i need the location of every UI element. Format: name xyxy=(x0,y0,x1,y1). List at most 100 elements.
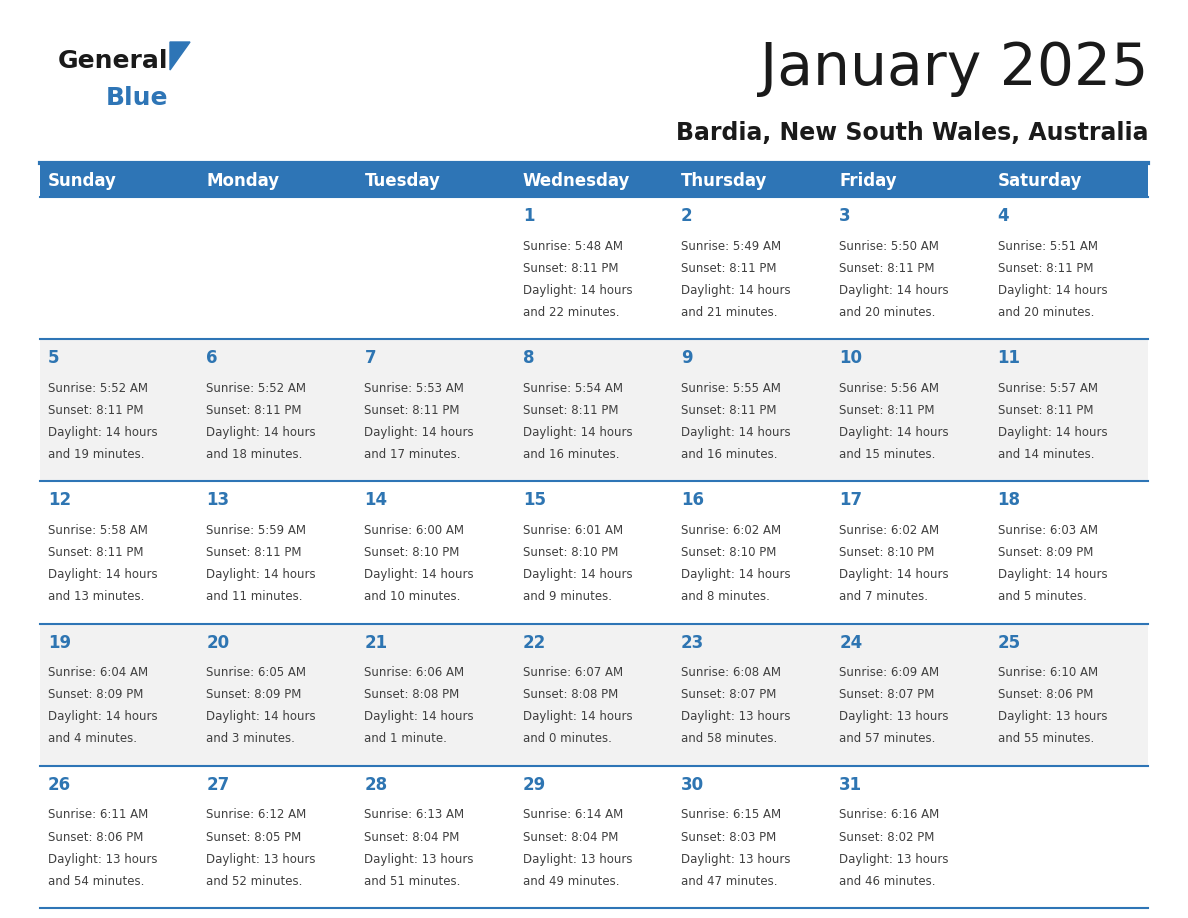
Bar xyxy=(832,197,990,339)
Bar xyxy=(674,339,832,481)
Text: Thursday: Thursday xyxy=(681,172,767,190)
Text: and 57 minutes.: and 57 minutes. xyxy=(840,733,936,745)
Text: Daylight: 14 hours: Daylight: 14 hours xyxy=(48,426,158,439)
Bar xyxy=(990,197,1148,339)
Text: Sunrise: 5:48 AM: Sunrise: 5:48 AM xyxy=(523,240,623,252)
Bar xyxy=(198,197,356,339)
Bar xyxy=(990,481,1148,623)
Text: 12: 12 xyxy=(48,491,71,509)
Bar xyxy=(514,197,674,339)
Text: and 21 minutes.: and 21 minutes. xyxy=(681,306,778,319)
Text: Daylight: 14 hours: Daylight: 14 hours xyxy=(840,284,949,297)
Bar xyxy=(990,339,1148,481)
Text: Sunrise: 6:04 AM: Sunrise: 6:04 AM xyxy=(48,666,148,679)
Bar xyxy=(198,481,356,623)
Text: Tuesday: Tuesday xyxy=(365,172,441,190)
Text: Daylight: 13 hours: Daylight: 13 hours xyxy=(681,711,790,723)
Text: Sunset: 8:11 PM: Sunset: 8:11 PM xyxy=(840,404,935,417)
Text: Daylight: 14 hours: Daylight: 14 hours xyxy=(523,711,632,723)
Text: Sunset: 8:07 PM: Sunset: 8:07 PM xyxy=(840,688,935,701)
Text: Sunrise: 5:57 AM: Sunrise: 5:57 AM xyxy=(998,382,1098,395)
Text: Sunrise: 6:05 AM: Sunrise: 6:05 AM xyxy=(207,666,307,679)
Text: Sunset: 8:11 PM: Sunset: 8:11 PM xyxy=(840,262,935,274)
Bar xyxy=(832,165,990,197)
Text: Sunrise: 6:16 AM: Sunrise: 6:16 AM xyxy=(840,809,940,822)
Text: Wednesday: Wednesday xyxy=(523,172,630,190)
Text: and 9 minutes.: and 9 minutes. xyxy=(523,590,612,603)
Text: Sunrise: 6:03 AM: Sunrise: 6:03 AM xyxy=(998,524,1098,537)
Bar xyxy=(832,339,990,481)
Text: and 49 minutes.: and 49 minutes. xyxy=(523,875,619,888)
Text: Friday: Friday xyxy=(840,172,897,190)
Text: 25: 25 xyxy=(998,633,1020,652)
Text: Sunrise: 5:51 AM: Sunrise: 5:51 AM xyxy=(998,240,1098,252)
Text: 30: 30 xyxy=(681,776,704,794)
Text: and 8 minutes.: and 8 minutes. xyxy=(681,590,770,603)
Bar xyxy=(990,766,1148,908)
Text: 22: 22 xyxy=(523,633,546,652)
Bar xyxy=(198,165,356,197)
Text: Daylight: 14 hours: Daylight: 14 hours xyxy=(48,711,158,723)
Text: and 17 minutes.: and 17 minutes. xyxy=(365,448,461,461)
Bar xyxy=(674,766,832,908)
Text: and 15 minutes.: and 15 minutes. xyxy=(840,448,936,461)
Text: Sunday: Sunday xyxy=(48,172,116,190)
Bar xyxy=(40,165,198,197)
Text: Daylight: 14 hours: Daylight: 14 hours xyxy=(207,568,316,581)
Bar xyxy=(514,165,674,197)
Text: Sunset: 8:09 PM: Sunset: 8:09 PM xyxy=(48,688,144,701)
Text: 27: 27 xyxy=(207,776,229,794)
Text: Sunset: 8:08 PM: Sunset: 8:08 PM xyxy=(365,688,460,701)
Text: Sunrise: 5:52 AM: Sunrise: 5:52 AM xyxy=(207,382,307,395)
Bar xyxy=(356,197,514,339)
Polygon shape xyxy=(170,42,190,70)
Text: Sunset: 8:05 PM: Sunset: 8:05 PM xyxy=(207,831,302,844)
Text: Sunrise: 5:54 AM: Sunrise: 5:54 AM xyxy=(523,382,623,395)
Text: and 16 minutes.: and 16 minutes. xyxy=(681,448,778,461)
Text: Sunrise: 6:06 AM: Sunrise: 6:06 AM xyxy=(365,666,465,679)
Text: Daylight: 14 hours: Daylight: 14 hours xyxy=(207,426,316,439)
Text: 6: 6 xyxy=(207,349,217,367)
Text: Sunset: 8:11 PM: Sunset: 8:11 PM xyxy=(523,404,618,417)
Text: Sunrise: 6:02 AM: Sunrise: 6:02 AM xyxy=(681,524,782,537)
Text: and 54 minutes.: and 54 minutes. xyxy=(48,875,144,888)
Text: Sunrise: 6:11 AM: Sunrise: 6:11 AM xyxy=(48,809,148,822)
Text: and 18 minutes.: and 18 minutes. xyxy=(207,448,303,461)
Text: Sunset: 8:11 PM: Sunset: 8:11 PM xyxy=(681,262,777,274)
Text: Daylight: 14 hours: Daylight: 14 hours xyxy=(207,711,316,723)
Text: and 46 minutes.: and 46 minutes. xyxy=(840,875,936,888)
Text: Daylight: 14 hours: Daylight: 14 hours xyxy=(365,426,474,439)
Text: Daylight: 14 hours: Daylight: 14 hours xyxy=(681,426,791,439)
Text: and 11 minutes.: and 11 minutes. xyxy=(207,590,303,603)
Text: Daylight: 14 hours: Daylight: 14 hours xyxy=(840,426,949,439)
Text: Sunrise: 5:52 AM: Sunrise: 5:52 AM xyxy=(48,382,148,395)
Bar xyxy=(40,623,198,766)
Text: Daylight: 14 hours: Daylight: 14 hours xyxy=(998,284,1107,297)
Bar xyxy=(356,623,514,766)
Text: Daylight: 14 hours: Daylight: 14 hours xyxy=(998,568,1107,581)
Text: 13: 13 xyxy=(207,491,229,509)
Text: 10: 10 xyxy=(840,349,862,367)
Text: Sunrise: 5:59 AM: Sunrise: 5:59 AM xyxy=(207,524,307,537)
Text: Daylight: 14 hours: Daylight: 14 hours xyxy=(48,568,158,581)
Text: Sunrise: 6:07 AM: Sunrise: 6:07 AM xyxy=(523,666,623,679)
Text: Daylight: 13 hours: Daylight: 13 hours xyxy=(840,711,949,723)
Text: Sunset: 8:10 PM: Sunset: 8:10 PM xyxy=(365,546,460,559)
Text: and 5 minutes.: and 5 minutes. xyxy=(998,590,1087,603)
Text: Sunrise: 6:10 AM: Sunrise: 6:10 AM xyxy=(998,666,1098,679)
Text: Sunset: 8:04 PM: Sunset: 8:04 PM xyxy=(365,831,460,844)
Text: and 3 minutes.: and 3 minutes. xyxy=(207,733,295,745)
Text: 1: 1 xyxy=(523,207,535,225)
Text: 8: 8 xyxy=(523,349,535,367)
Text: Sunset: 8:10 PM: Sunset: 8:10 PM xyxy=(840,546,935,559)
Text: and 16 minutes.: and 16 minutes. xyxy=(523,448,619,461)
Text: Sunset: 8:11 PM: Sunset: 8:11 PM xyxy=(48,546,144,559)
Text: Monday: Monday xyxy=(207,172,279,190)
Text: Sunset: 8:03 PM: Sunset: 8:03 PM xyxy=(681,831,776,844)
Text: Sunset: 8:04 PM: Sunset: 8:04 PM xyxy=(523,831,618,844)
Bar xyxy=(832,481,990,623)
Text: 5: 5 xyxy=(48,349,59,367)
Text: Sunset: 8:10 PM: Sunset: 8:10 PM xyxy=(523,546,618,559)
Text: 29: 29 xyxy=(523,776,546,794)
Text: 24: 24 xyxy=(840,633,862,652)
